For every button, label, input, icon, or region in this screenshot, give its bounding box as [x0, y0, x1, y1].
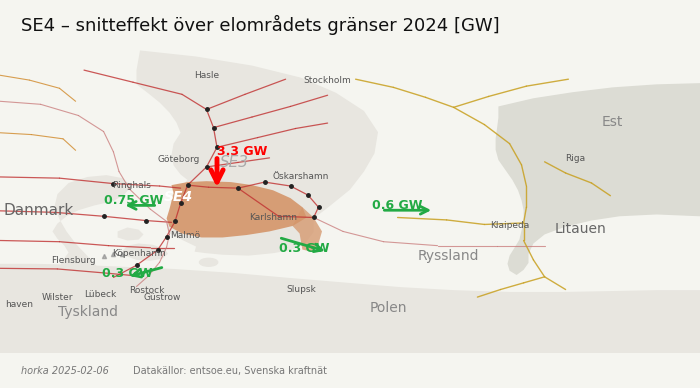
Text: SE3: SE3: [220, 155, 249, 170]
Polygon shape: [52, 175, 132, 286]
Text: SE4: SE4: [164, 190, 193, 204]
Text: SE4 – snitteffekt över elområdets gränser 2024 [GW]: SE4 – snitteffekt över elområdets gränse…: [21, 15, 500, 35]
Text: haven: haven: [5, 300, 33, 309]
Polygon shape: [496, 83, 700, 275]
Text: Ringhals: Ringhals: [112, 181, 151, 190]
Polygon shape: [136, 50, 378, 256]
Polygon shape: [118, 227, 144, 241]
Text: Lübeck: Lübeck: [84, 289, 116, 298]
Text: Wilster: Wilster: [42, 293, 74, 301]
Text: Ryssland: Ryssland: [417, 249, 479, 263]
Polygon shape: [167, 181, 307, 237]
Text: Flensburg: Flensburg: [51, 256, 96, 265]
Text: Danmark: Danmark: [4, 203, 74, 218]
Text: Güstrow: Güstrow: [144, 293, 181, 303]
Text: Karlshamn: Karlshamn: [249, 213, 297, 222]
Text: 0.3 GW: 0.3 GW: [102, 267, 152, 280]
Text: 0.75 GW: 0.75 GW: [104, 194, 163, 207]
Text: Est: Est: [602, 114, 623, 128]
Text: 0.6 GW: 0.6 GW: [372, 199, 423, 212]
Polygon shape: [122, 244, 168, 261]
Text: Hasle: Hasle: [194, 71, 219, 80]
Text: Malmö: Malmö: [170, 230, 201, 239]
Text: Stockholm: Stockholm: [304, 76, 351, 85]
Text: Riga: Riga: [566, 154, 585, 163]
Text: Köpenhamn: Köpenhamn: [112, 249, 165, 258]
Text: 0.3 GW: 0.3 GW: [279, 242, 329, 255]
Text: horka 2025-02-06: horka 2025-02-06: [21, 365, 109, 376]
Text: Rostock: Rostock: [130, 286, 164, 295]
Text: Slupsk: Slupsk: [286, 285, 316, 294]
Text: Göteborg: Göteborg: [158, 156, 199, 165]
Text: 3.3 GW: 3.3 GW: [217, 146, 267, 158]
Text: Öskarshamn: Öskarshamn: [273, 172, 329, 182]
Text: Polen: Polen: [370, 301, 407, 315]
Text: Datakällor: entsoe.eu, Svenska kraftnät: Datakällor: entsoe.eu, Svenska kraftnät: [133, 365, 327, 376]
Polygon shape: [0, 264, 700, 353]
Polygon shape: [293, 207, 322, 252]
Text: Tyskland: Tyskland: [57, 305, 118, 319]
Text: Klaipeda: Klaipeda: [490, 221, 529, 230]
Text: Litauen: Litauen: [555, 222, 607, 236]
Circle shape: [199, 258, 218, 266]
